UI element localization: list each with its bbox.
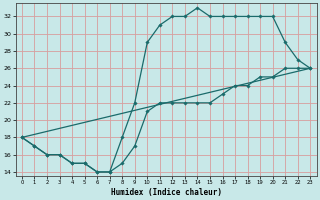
X-axis label: Humidex (Indice chaleur): Humidex (Indice chaleur) (111, 188, 221, 197)
